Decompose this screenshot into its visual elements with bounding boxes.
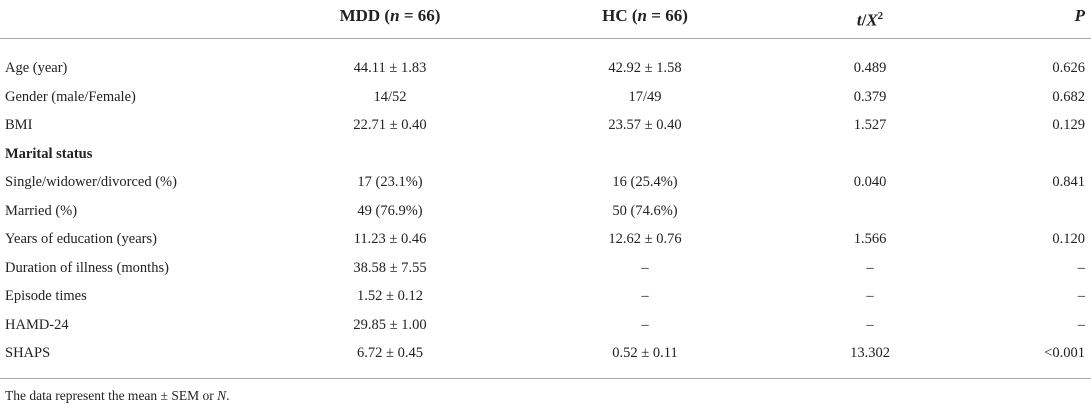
cell-value: 0.129 [1052,117,1085,133]
column-header: t/X2 [857,7,883,30]
cell-value: – [641,259,649,276]
bottom-rule [0,378,1091,379]
cell-value: 42.92 ± 1.58 [608,60,682,76]
cell-value: 0.120 [1052,231,1085,247]
footnote-part: . [226,388,230,403]
cell-value: 50 (74.6%) [612,202,678,219]
cell-value: 0.489 [853,60,887,76]
cell-value: – [1077,259,1085,276]
header-part: HC ( [602,6,638,25]
row-label: BMI [5,117,33,133]
cell-value: 1.566 [853,231,887,247]
cell-value: 29.85 ± 1.00 [353,316,427,333]
header-part: 2 [877,10,884,22]
cell-value: 0.040 [853,174,887,190]
cell-value: 44.11 ± 1.83 [353,60,427,76]
cell-value: 17 (23.1%) [357,174,423,190]
footnote-part: N [217,388,227,403]
cell-value: 0.626 [1052,60,1085,76]
cell-value: 11.23 ± 0.46 [353,231,427,247]
header-part: / [861,10,867,30]
cell-value: – [866,259,874,276]
footnote-part: The data represent the mean ± SEM or [5,388,218,403]
header-part: P [1074,6,1085,25]
cell-value: 16 (25.4%) [612,174,678,190]
column-header: P [1075,7,1085,25]
row-label: SHAPS [5,345,51,361]
cell-value: 6.72 ± 0.45 [357,345,423,361]
cell-value: 17/49 [628,88,662,105]
cell-value: – [641,316,649,333]
cell-value: 0.682 [1052,88,1085,105]
row-label: HAMD-24 [5,316,69,333]
column-header: MDD (n = 66) [340,7,441,25]
header-part: n [390,6,400,25]
footnote: The data represent the mean ± SEM or N. [5,387,229,405]
cell-value: <0.001 [1044,345,1085,361]
cell-value: – [1077,288,1085,304]
header-part: MDD ( [339,6,391,25]
cell-value: 1.52 ± 0.12 [357,288,423,304]
cell-value: 23.57 ± 0.40 [608,117,682,133]
cell-value: 49 (76.9%) [357,202,423,219]
cell-value: 0.379 [853,88,887,105]
cell-value: – [866,316,874,333]
header-part: t [856,10,862,30]
cell-value: 1.527 [853,117,887,133]
row-label: Single/widower/divorced (%) [5,174,177,190]
cell-value: – [1077,316,1085,333]
cell-value: 22.71 ± 0.40 [353,117,427,133]
row-label: Marital status [5,145,93,162]
cell-value: – [641,288,649,304]
header-part: X [866,10,878,30]
cell-value: 0.841 [1052,174,1085,190]
row-label: Married (%) [5,202,78,219]
row-label: Duration of illness (months) [5,259,169,276]
cell-value: 38.58 ± 7.55 [353,259,427,276]
row-label: Years of education (years) [5,231,157,247]
cell-value: – [866,288,874,304]
header-rule [0,38,1091,39]
row-label: Age (year) [5,60,68,76]
cell-value: 14/52 [373,88,407,105]
column-header: HC (n = 66) [602,7,688,25]
header-part: = 66) [399,6,441,25]
cell-value: 12.62 ± 0.76 [608,231,682,247]
row-label: Gender (male/Female) [5,88,136,105]
cell-value: 13.302 [850,345,890,361]
row-label: Episode times [5,288,87,304]
header-part: = 66) [647,6,688,25]
header-part: n [637,6,648,25]
cell-value: 0.52 ± 0.11 [612,345,678,361]
